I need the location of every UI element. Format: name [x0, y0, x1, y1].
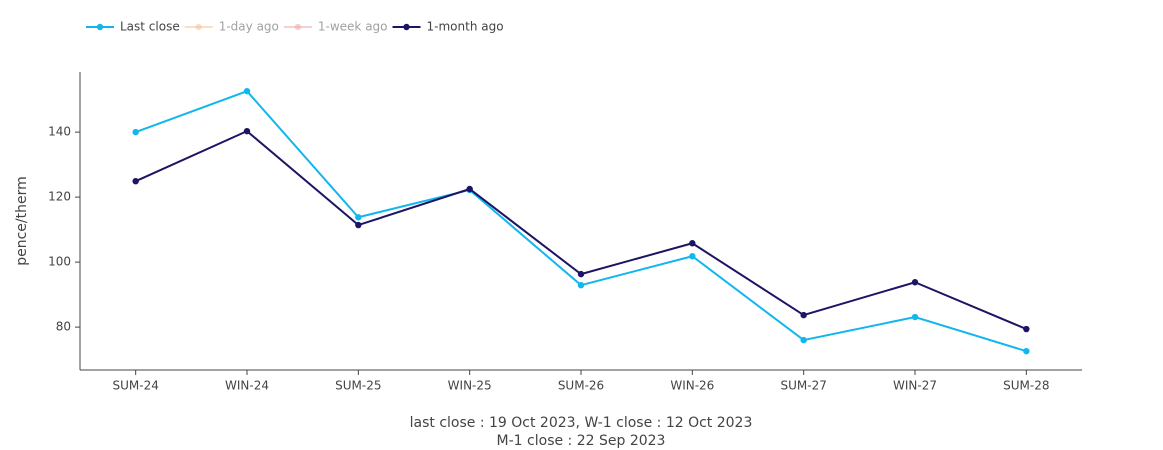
legend-label[interactable]: Last close: [120, 20, 180, 34]
x-tick-label: SUM-26: [558, 379, 604, 393]
x-tick-label: WIN-24: [225, 379, 269, 393]
series-line: [135, 89, 1027, 353]
legend-swatch-dot[interactable]: [294, 23, 302, 31]
series-line: [135, 129, 1027, 330]
data-point: [577, 270, 585, 278]
y-tick-label: 120: [48, 190, 71, 204]
data-point: [689, 253, 696, 260]
x-tick-label: SUM-24: [112, 379, 158, 393]
data-point: [800, 336, 807, 344]
data-point: [132, 128, 139, 136]
x-tick-label: WIN-25: [448, 379, 492, 393]
data-point: [1023, 325, 1030, 333]
annotation: last close : 19 Oct 2023, W-1 close : 12…: [410, 415, 753, 431]
data-point: [466, 185, 473, 193]
data-point: [243, 87, 251, 95]
data-point: [355, 214, 362, 221]
x-tick-label: WIN-26: [670, 379, 714, 393]
data-point: [577, 281, 585, 289]
x-tick-label: WIN-27: [893, 379, 937, 393]
y-axis-label: pence/therm: [14, 176, 30, 266]
data-point: [911, 313, 919, 321]
legend-label[interactable]: 1-month ago: [427, 20, 504, 34]
data-point: [243, 127, 251, 135]
legend-swatch-dot[interactable]: [96, 23, 104, 31]
data-point: [355, 221, 362, 229]
data-point: [689, 240, 696, 247]
data-point: [911, 279, 919, 286]
legend-label[interactable]: 1-week ago: [318, 20, 388, 34]
annotation: M-1 close : 22 Sep 2023: [497, 433, 666, 449]
y-tick-label: 140: [48, 125, 71, 139]
data-point: [132, 177, 139, 185]
legend-swatch-dot[interactable]: [195, 23, 202, 31]
legend-label[interactable]: 1-day ago: [219, 20, 279, 34]
x-tick-label: SUM-27: [780, 379, 826, 393]
y-tick-label: 80: [56, 320, 71, 334]
data-point: [800, 311, 807, 319]
x-tick-label: SUM-28: [1003, 379, 1049, 393]
y-tick-label: 100: [48, 255, 71, 269]
x-tick-label: SUM-25: [335, 379, 381, 393]
data-point: [1023, 347, 1030, 355]
legend-swatch-dot[interactable]: [403, 23, 410, 31]
